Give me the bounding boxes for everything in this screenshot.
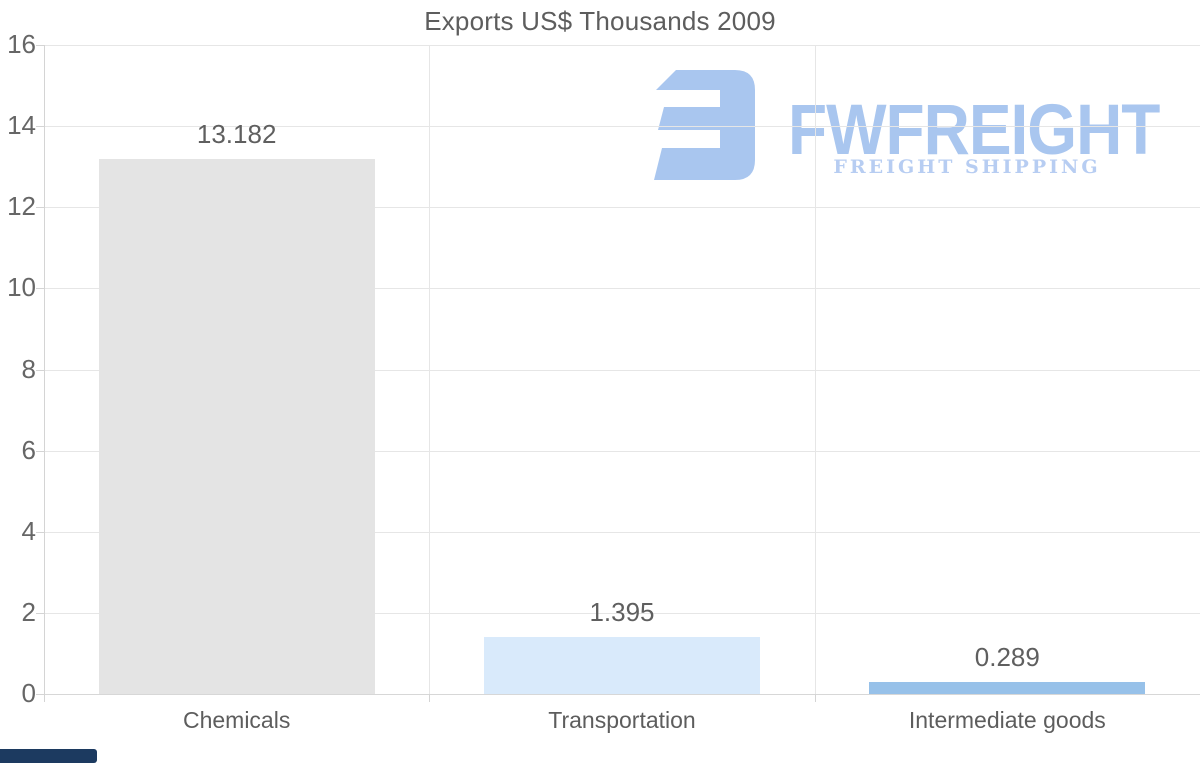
y-axis-tick-label: 4 (21, 515, 36, 546)
y-tick-16 (36, 45, 44, 46)
y-axis-tick-label: 8 (21, 353, 36, 384)
y-axis-tick-label: 10 (7, 272, 36, 303)
footer-bar-fragment (0, 749, 97, 763)
gridline-x-1 (429, 45, 431, 694)
gridline-y-10 (44, 288, 1200, 290)
y-tick-0 (36, 694, 44, 695)
gridline-y-6 (44, 450, 1200, 452)
bar-intermediate-goods (869, 682, 1146, 694)
fwfreight-logo-icon (654, 70, 755, 180)
bar-chemicals (98, 159, 375, 694)
gridline-y-8 (44, 369, 1200, 371)
x-axis-label-transportation: Transportation (548, 707, 696, 733)
gridline-y-16 (44, 45, 1200, 46)
gridline-y-4 (44, 531, 1200, 533)
y-axis-tick-label: 16 (7, 29, 36, 59)
y-axis-tick-label: 14 (7, 110, 36, 141)
y-axis-tick-label: 0 (21, 678, 36, 708)
gridline-y-2 (44, 612, 1200, 614)
value-label-transportation: 1.395 (589, 597, 655, 628)
chart-title: Exports US$ Thousands 2009 (424, 6, 776, 36)
x-axis-label-intermediate-goods: Intermediate goods (908, 707, 1106, 733)
y-axis-tick-label: 12 (7, 191, 36, 222)
fwfreight-watermark: FWFREIGHT FREIGHT SHIPPING (648, 68, 1160, 188)
y-tick-4 (36, 531, 44, 533)
y-axis-line (44, 45, 45, 702)
y-axis-tick-label: 2 (21, 596, 36, 627)
y-tick-12 (36, 207, 44, 209)
y-tick-10 (36, 288, 44, 290)
brand-tagline: FREIGHT SHIPPING (833, 156, 1101, 178)
x-tick-1 (429, 694, 431, 702)
brand-wordmark: FWFREIGHT (788, 89, 1160, 170)
y-tick-2 (36, 612, 44, 614)
gridline-y-12 (44, 207, 1200, 209)
x-tick-2 (814, 694, 816, 702)
y-tick-6 (36, 450, 44, 452)
value-label-chemicals: 13.182 (196, 119, 277, 150)
bar-transportation (484, 637, 760, 694)
gridline-y-14 (44, 126, 1200, 128)
value-label-intermediate-goods: 0.289 (974, 642, 1040, 673)
y-tick-14 (36, 126, 44, 128)
gridline-x-2 (814, 45, 816, 694)
gridline-y-0 (44, 694, 1200, 695)
y-axis-tick-label: 6 (21, 434, 36, 465)
x-axis-label-chemicals: Chemicals (182, 707, 291, 733)
y-tick-8 (36, 369, 44, 371)
